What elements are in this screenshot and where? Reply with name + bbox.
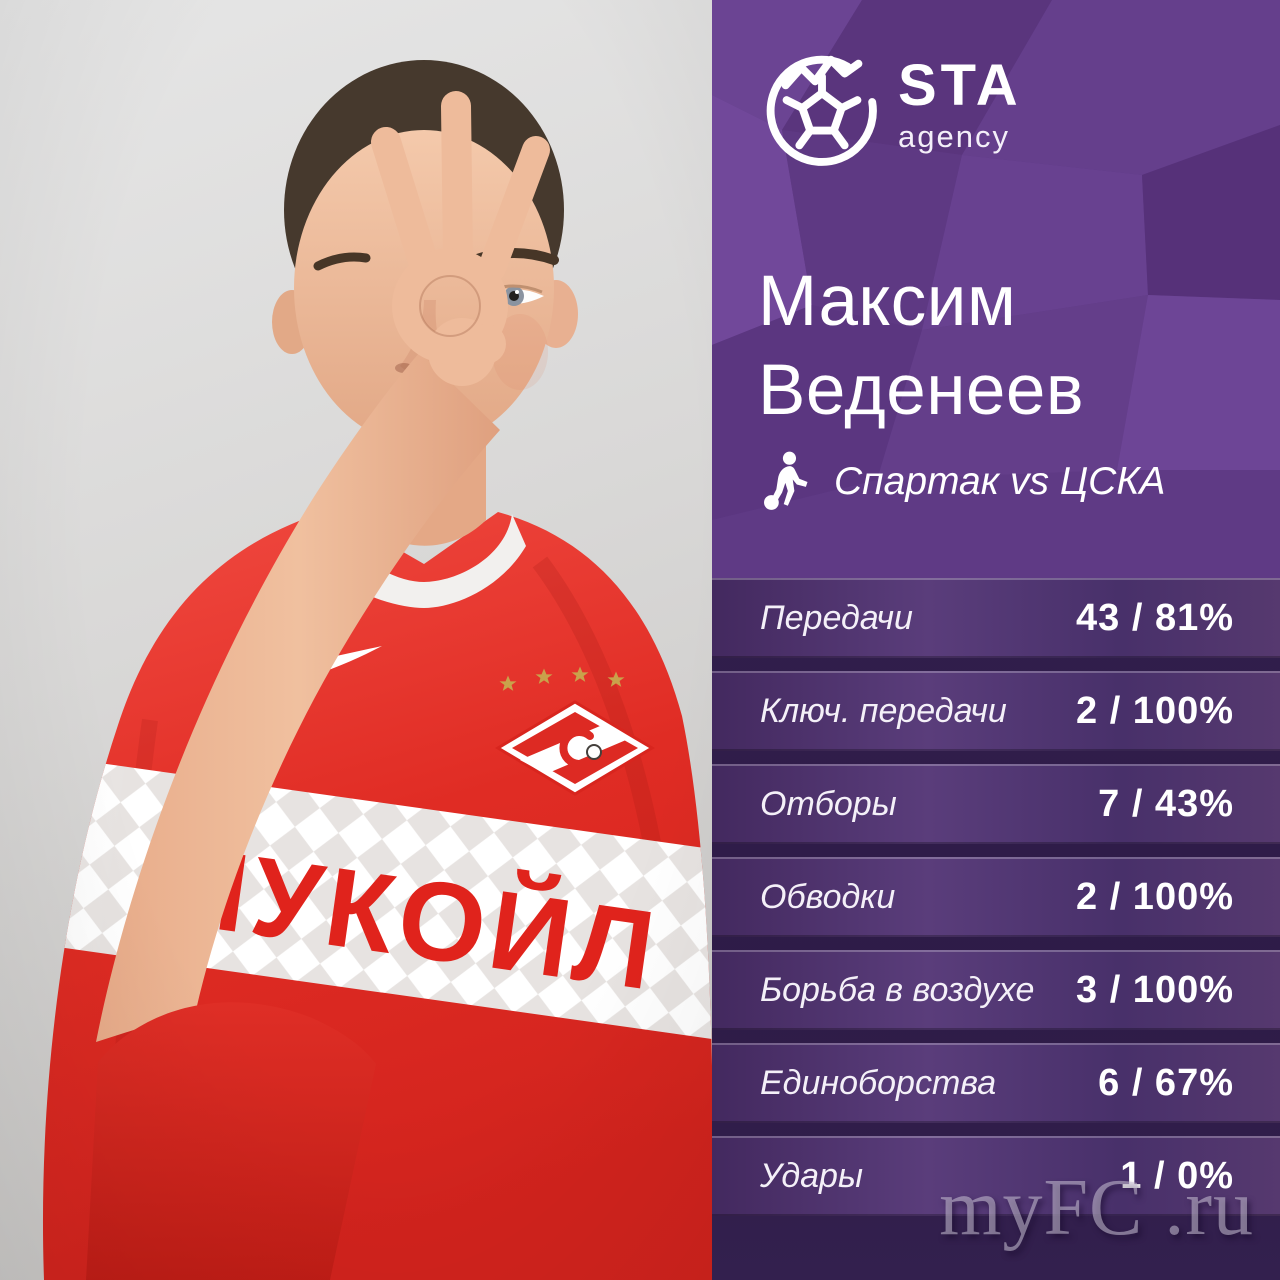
player-first-name: Максим bbox=[758, 262, 1017, 341]
stat-row: Обводки 2 / 100% bbox=[712, 857, 1280, 937]
stat-label: Единоборства bbox=[760, 1063, 997, 1102]
ok-gesture-arm bbox=[96, 91, 550, 1042]
neck bbox=[362, 370, 486, 546]
stat-label: Удары bbox=[760, 1156, 863, 1195]
stat-label: Передачи bbox=[760, 598, 913, 637]
ok-hand bbox=[371, 91, 550, 364]
jersey-sleeve bbox=[86, 1002, 376, 1280]
agency-subtitle: agency bbox=[898, 119, 1010, 154]
stat-label: Борьба в воздухе bbox=[760, 970, 1035, 1009]
stat-row: Борьба в воздухе 3 / 100% bbox=[712, 950, 1280, 1030]
player-photo: ЛУКОЙЛ bbox=[0, 0, 712, 1280]
stat-value: 2 / 100% bbox=[1076, 875, 1234, 918]
crest-stars bbox=[499, 666, 625, 691]
player-last-name: Веденеев bbox=[758, 350, 1085, 430]
stat-row: Передачи 43 / 81% bbox=[712, 578, 1280, 658]
agency-name: STA bbox=[898, 53, 1022, 118]
nike-swoosh-icon bbox=[237, 646, 382, 691]
stats-table: Передачи 43 / 81% Ключ. передачи 2 / 100… bbox=[712, 578, 1280, 1280]
stat-row: Единоборства 6 / 67% bbox=[712, 1043, 1280, 1123]
jersey bbox=[42, 510, 712, 1280]
agency-logo: STA agency bbox=[758, 44, 1022, 168]
stat-value: 1 / 0% bbox=[1120, 1154, 1234, 1197]
match-label: Спартак vs ЦСКА bbox=[834, 460, 1166, 503]
watermark: myFC .ru bbox=[939, 1164, 1254, 1252]
club-crest bbox=[495, 666, 655, 796]
sponsor-band: ЛУКОЙЛ bbox=[42, 734, 712, 1054]
stat-value: 2 / 100% bbox=[1076, 689, 1234, 732]
lowpoly-background bbox=[712, 0, 1280, 578]
info-panel: STA agency Максим Веденеев Спартак vs ЦС… bbox=[712, 0, 1280, 1280]
jersey-sponsor-text: ЛУКОЙЛ bbox=[161, 822, 666, 1014]
player-illustration: ЛУКОЙЛ bbox=[42, 60, 712, 1280]
footballer-icon bbox=[764, 451, 808, 510]
stat-row: Отборы 7 / 43% bbox=[712, 764, 1280, 844]
player-name: Максим Веденеев bbox=[758, 258, 1084, 436]
stat-label: Отборы bbox=[760, 784, 897, 823]
stat-row: Ключ. передачи 2 / 100% bbox=[712, 671, 1280, 751]
stat-row: Удары 1 / 0% bbox=[712, 1136, 1280, 1216]
stat-value: 3 / 100% bbox=[1076, 968, 1234, 1011]
stat-label: Обводки bbox=[760, 877, 896, 916]
player-head bbox=[272, 60, 578, 446]
stat-value: 6 / 67% bbox=[1098, 1061, 1234, 1104]
stat-value: 7 / 43% bbox=[1098, 782, 1234, 825]
agency-ball-icon bbox=[766, 55, 877, 166]
stat-label: Ключ. передачи bbox=[760, 691, 1007, 730]
match-info: Спартак vs ЦСКА bbox=[760, 450, 1165, 514]
stat-value: 43 / 81% bbox=[1076, 596, 1234, 639]
collar bbox=[304, 512, 526, 608]
